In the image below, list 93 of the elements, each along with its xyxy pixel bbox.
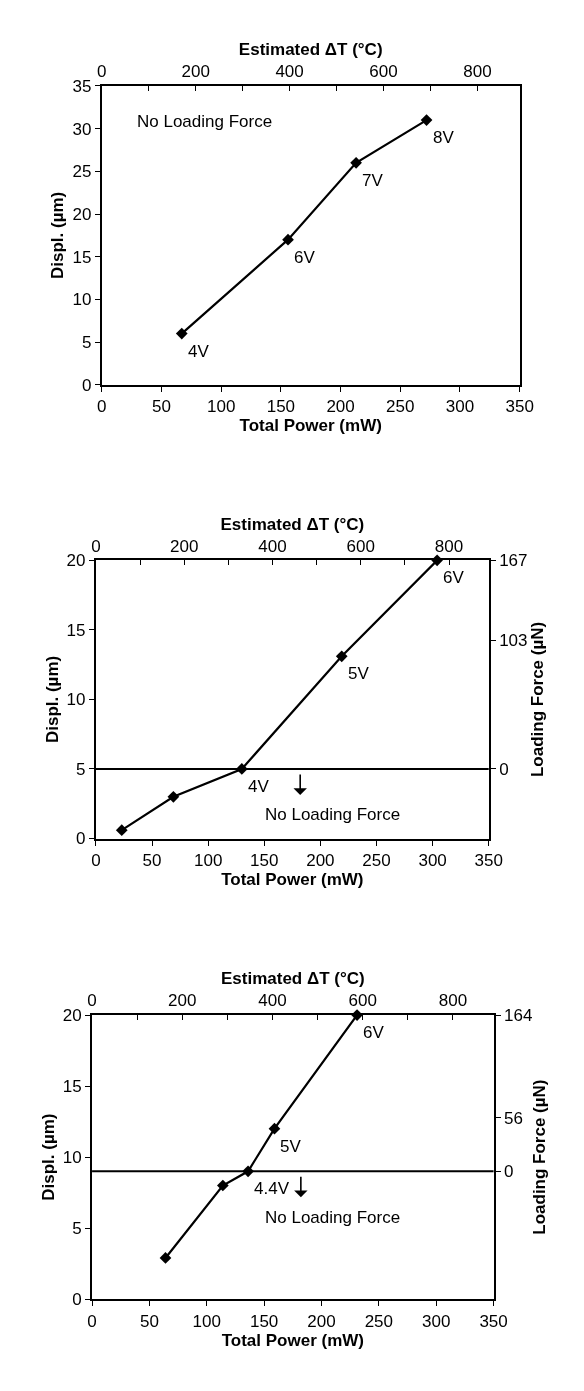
point [420,114,433,126]
x-tick-label: 300 [445,397,475,417]
x-tick-label: 100 [206,397,236,417]
x2-tick-label: 400 [275,62,304,82]
point [167,790,180,803]
annotation: 6V [294,248,316,267]
y-tick-label: 10 [62,1148,82,1168]
annotation: 6V [443,568,465,587]
y2-axis-title: Loading Force (µN) [527,621,547,778]
y-tick-label: 10 [72,290,92,310]
x2-tick-label: 800 [463,62,492,82]
y-tick-label: 20 [66,551,86,571]
x-tick-label: 100 [193,850,223,870]
x-tick-label: 350 [505,397,534,417]
x2-tick-label: 800 [434,536,464,556]
y2-axis-title: Loading Force (µN) [530,1079,550,1235]
y-tick-label: 5 [72,1219,82,1239]
annotation: 8V [433,128,455,147]
x2-tick-label: 200 [170,536,199,556]
x-tick-label: 300 [422,1311,451,1331]
x2-tick-label: 800 [438,991,468,1011]
x2-axis-title: Estimated ΔT (°C) [220,514,365,534]
point [175,327,188,340]
legend-label: No Loading Force [265,805,401,824]
x-tick-label: 250 [386,397,415,417]
x-tick-label: 200 [326,397,355,417]
x-tick-label: 250 [362,850,391,870]
point [115,824,128,837]
legend-label: No Loading Force [265,1208,401,1227]
x-axis-title: Total Power (mW) [239,416,382,436]
annotation: 4V [248,777,270,796]
point [159,1252,172,1264]
annotation: 4.4V [254,1179,290,1198]
x-axis-title: Total Power (mW) [221,869,364,889]
x2-tick-label: 200 [181,62,210,82]
y-tick-label: 0 [76,829,86,849]
y-tick-label: 0 [72,1290,82,1310]
y2-tick-label: 0 [503,1162,514,1182]
x-tick-label: 150 [266,397,296,417]
x-tick-label: 50 [139,1311,159,1331]
x-tick-label: 150 [249,1311,279,1331]
y-axis-title: Displ. (µm) [38,1113,58,1201]
x2-tick-label: 0 [97,62,107,82]
annotation: 4V [188,342,210,361]
y-tick-label: 15 [66,620,86,640]
x-tick-label: 350 [474,850,503,870]
y2-tick-label: 56 [503,1108,523,1128]
x-tick-label: 200 [307,1311,336,1331]
point [268,1122,281,1135]
y-tick-label: 25 [72,162,92,182]
y2-tick-label: 167 [499,551,528,571]
annotation: 5V [348,664,370,683]
y-axis-title: Displ. (µm) [42,655,62,744]
y-tick-label: 0 [81,375,92,395]
y-tick-label: 30 [72,119,92,139]
x2-tick-label: 600 [369,62,398,82]
y-tick-label: 5 [76,759,86,779]
point [216,1179,229,1192]
y-tick-label: 5 [81,333,92,353]
x-tick-label: 300 [418,850,447,870]
annotation: 7V [362,171,384,190]
annotation: 6V [363,1023,385,1042]
y-axis-title: Displ. (µm) [48,191,68,279]
y-tick-label: 20 [72,204,92,224]
x-tick-label: 50 [142,850,162,870]
annotation: No Loading Force [137,112,273,131]
y-tick-label: 15 [62,1077,82,1097]
y-tick-label: 35 [72,76,92,96]
y-tick-label: 20 [62,1006,82,1026]
x-tick-label: 200 [306,850,335,870]
x-tick-label: 350 [479,1311,508,1331]
point [350,156,362,169]
x2-tick-label: 600 [348,991,377,1011]
x-tick-label: 150 [250,850,279,870]
x2-tick-label: 400 [258,536,287,556]
annotation: 5V [280,1137,302,1156]
x-tick-label: 50 [152,397,171,417]
x-tick-label: 250 [364,1311,394,1331]
y2-tick-label: 164 [503,1006,533,1026]
y-tick-label: 10 [66,690,86,710]
x-axis-title: Total Power (mW) [221,1330,364,1350]
y2-tick-label: 0 [499,759,509,779]
x-tick-label: 0 [97,397,107,417]
x2-tick-label: 200 [168,991,197,1011]
x2-tick-label: 400 [258,991,287,1011]
point [282,233,294,246]
point [335,650,348,663]
x-tick-label: 100 [192,1311,221,1331]
x2-axis-title: Estimated ΔT (°C) [238,40,383,60]
x2-tick-label: 600 [346,536,375,556]
y2-tick-label: 103 [499,631,528,651]
x2-axis-title: Estimated ΔT (°C) [220,969,365,989]
y-tick-label: 15 [72,247,92,267]
